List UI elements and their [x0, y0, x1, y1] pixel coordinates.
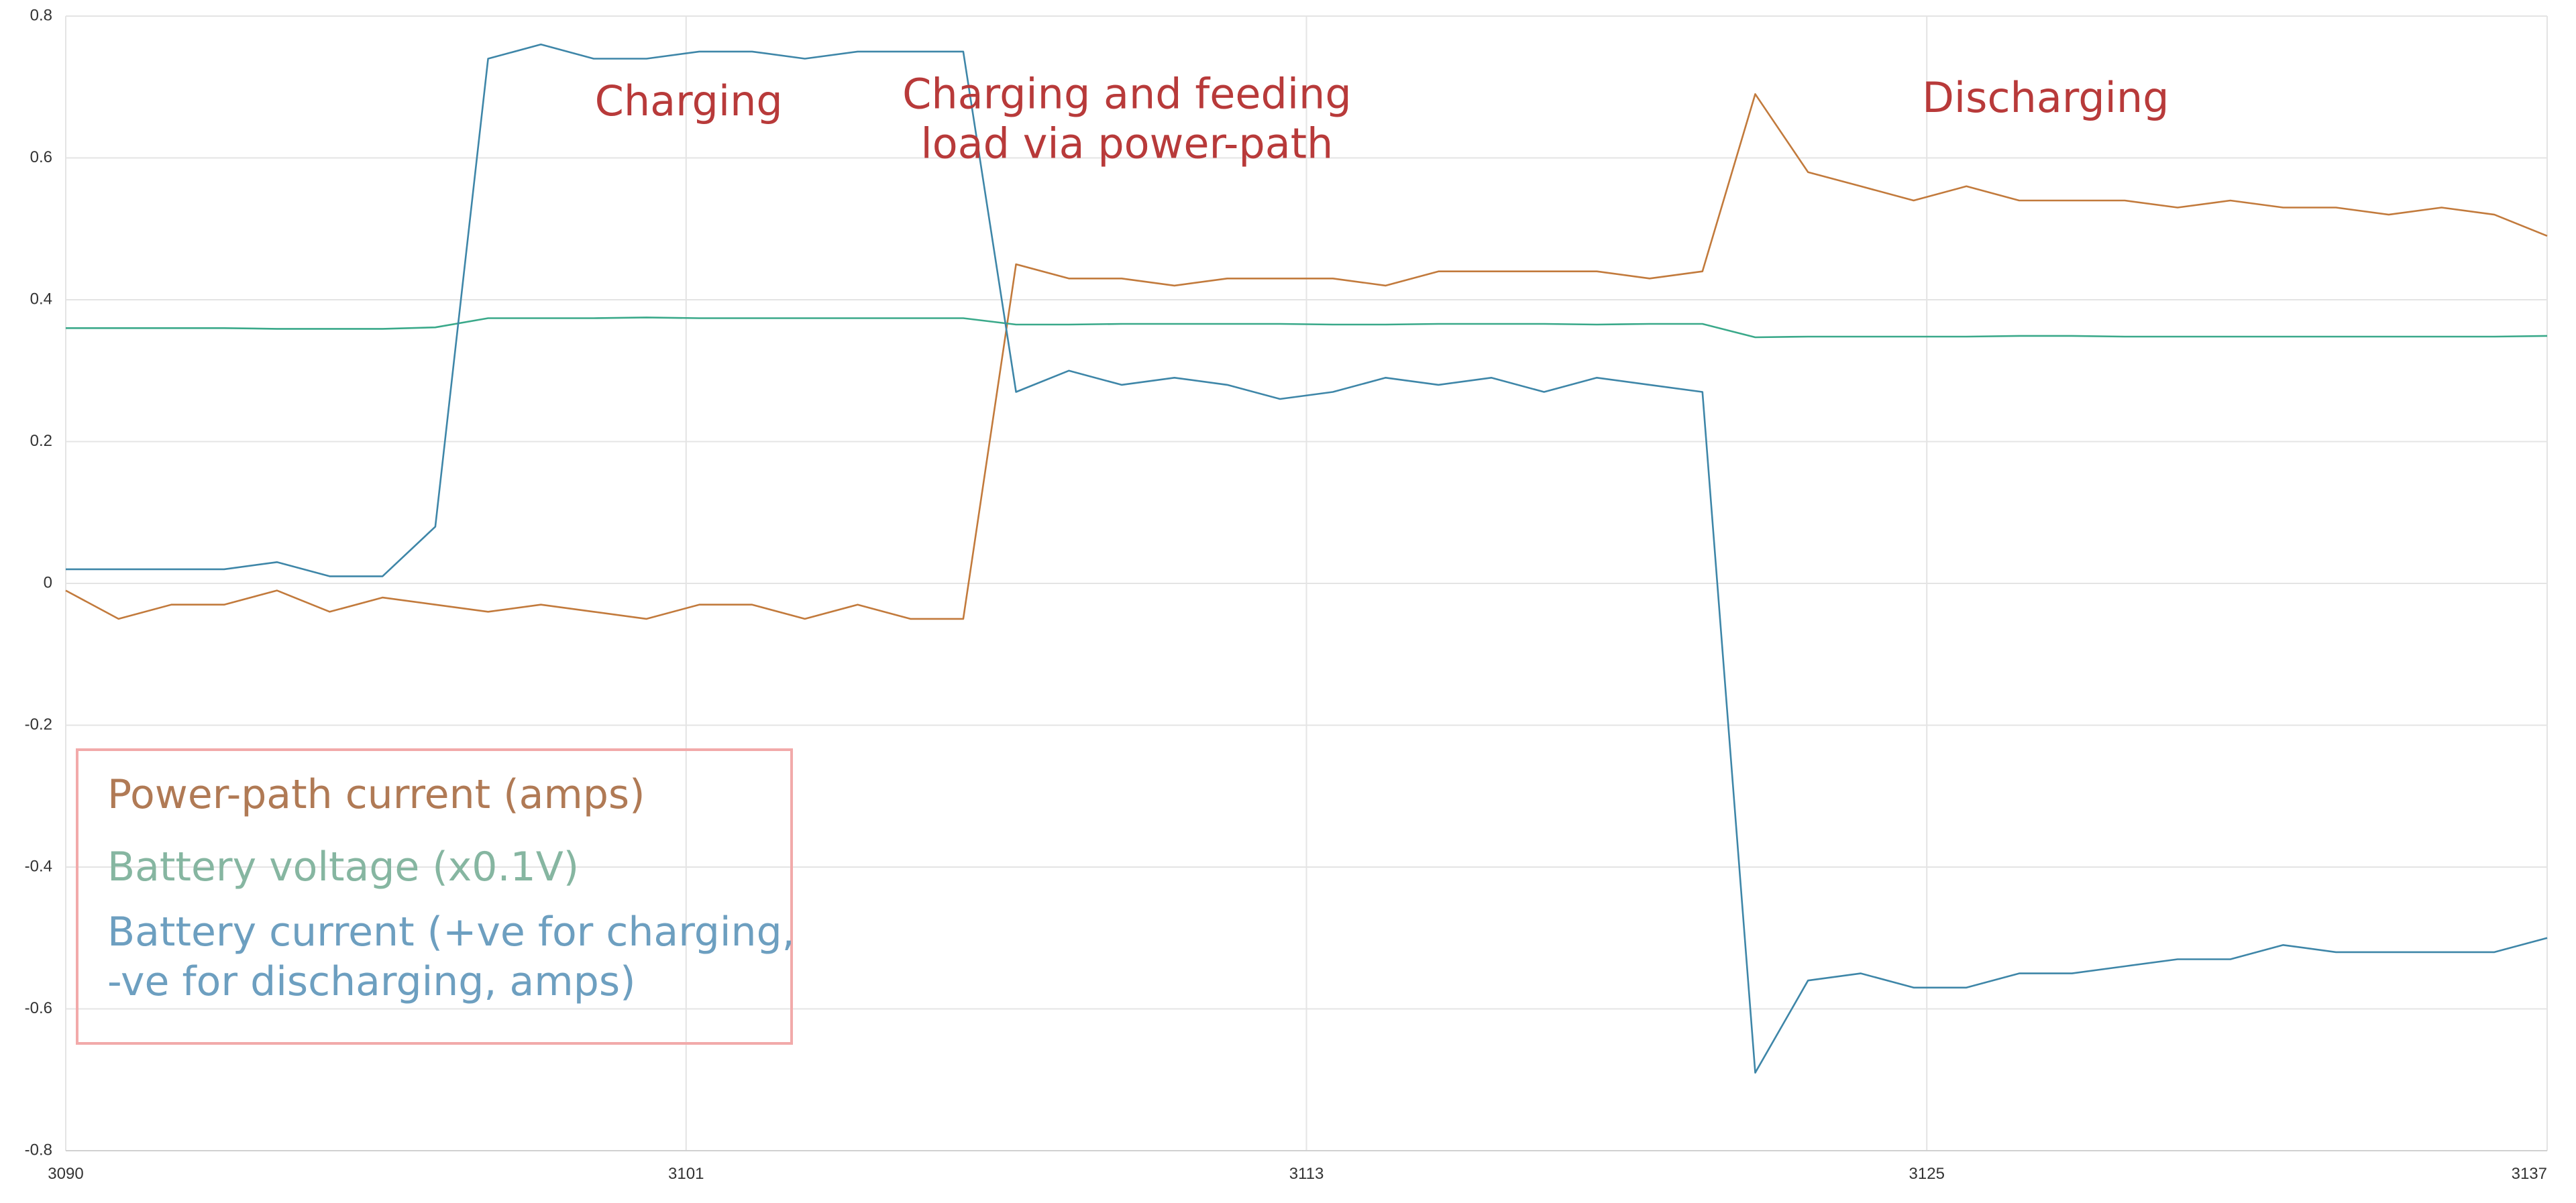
- series-lines: [65, 44, 2548, 1074]
- legend-entry-line: Power-path current (amps): [107, 771, 645, 818]
- y-tick-label: -0.6: [25, 999, 52, 1017]
- y-tick-label: 0.2: [30, 432, 52, 450]
- legend-entry-0: Power-path current (amps): [107, 771, 645, 818]
- legend-entry-2: Battery current (+ve for charging, -ve fo…: [107, 909, 795, 1005]
- annotation-line: Charging: [595, 76, 783, 125]
- x-tick-label: 3125: [1909, 1165, 1945, 1183]
- series-line-1: [66, 317, 2548, 339]
- legend-entry-1: Battery voltage (x0.1V): [107, 844, 579, 891]
- x-tick-label: 3101: [668, 1165, 704, 1183]
- y-tick-label: 0.8: [30, 6, 52, 24]
- tick-labels: 0.8 0.6 0.4 0.2 0 -0.2 -0.4 -0.6 -0.8 3090 3101 311…: [25, 6, 2547, 1183]
- x-tick-label: 3113: [1289, 1165, 1324, 1183]
- annotations: Charging Charging and feeding load via pow…: [595, 69, 2169, 168]
- annotation-line: Discharging: [1922, 73, 2169, 122]
- x-tick-label: 3137: [2512, 1165, 2547, 1183]
- x-tick-label: 3090: [48, 1165, 83, 1183]
- legend-entry-line: Battery current (+ve for charging,: [107, 909, 795, 956]
- gridlines: [65, 15, 2548, 1151]
- legend-entry-line: Battery voltage (x0.1V): [107, 844, 579, 891]
- y-tick-label: -0.2: [25, 715, 52, 734]
- annotation-label-1: Charging and feeding load via power-path: [902, 69, 1352, 168]
- y-tick-label: 0.6: [30, 148, 52, 166]
- series-line-2: [66, 44, 2548, 1074]
- legend-entry-line: -ve for discharging, amps): [107, 958, 636, 1005]
- annotation-label-0: Charging: [595, 76, 783, 125]
- annotation-label-2: Discharging: [1922, 73, 2169, 122]
- legend-box: [76, 748, 793, 1045]
- y-tick-label: 0.4: [30, 290, 52, 308]
- annotation-line: load via power-path: [920, 119, 1333, 168]
- y-tick-label: 0: [44, 573, 52, 591]
- y-tick-label: -0.4: [25, 857, 52, 875]
- annotation-line: Charging and feeding: [902, 69, 1352, 118]
- y-tick-label: -0.8: [25, 1141, 52, 1159]
- series-line-0: [65, 93, 2548, 620]
- legend: Power-path current (amps) Battery voltage…: [76, 748, 795, 1045]
